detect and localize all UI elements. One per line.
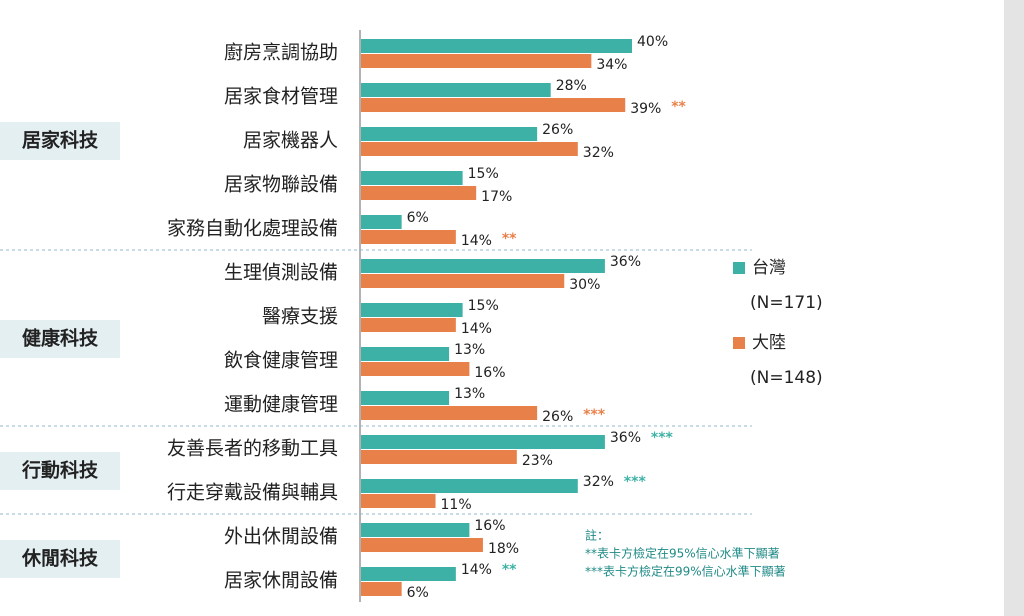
value-label: 23%: [522, 453, 553, 469]
legend-sample: (N=171): [750, 293, 823, 313]
significance-mark: **: [502, 562, 517, 578]
bar: [361, 318, 456, 332]
category-label: 家務自動化處理設備: [167, 218, 338, 240]
value-label: 17%: [481, 189, 512, 205]
bar: [361, 259, 605, 273]
category-label: 廚房烹調協助: [224, 41, 338, 64]
value-label: 13%: [454, 386, 485, 402]
bar: [361, 523, 470, 537]
value-label: 39%: [630, 101, 661, 117]
bar: [361, 582, 402, 596]
bar: [361, 567, 456, 581]
value-label: 14%: [461, 562, 492, 578]
group-box: [0, 540, 120, 578]
value-label: 32%: [583, 474, 614, 490]
bar: [361, 435, 605, 449]
bar: [361, 406, 538, 420]
legend-swatch: [733, 337, 745, 349]
right-edge: [1004, 0, 1024, 616]
bar: [361, 274, 565, 288]
value-label: 28%: [556, 78, 587, 94]
value-label: 26%: [542, 122, 573, 138]
bar: [361, 230, 456, 244]
category-label: 飲食健康管理: [224, 350, 338, 372]
bar: [361, 98, 626, 112]
value-label: 36%: [610, 430, 641, 446]
value-label: 13%: [454, 342, 485, 358]
group-box: [0, 452, 120, 490]
value-label: 36%: [610, 254, 641, 270]
group-label: 行動科技: [21, 459, 99, 482]
category-label: 居家物聯設備: [224, 174, 338, 196]
value-label: 32%: [583, 145, 614, 161]
value-label: 18%: [488, 541, 519, 557]
significance-mark: ***: [624, 474, 647, 490]
legend-swatch: [733, 262, 745, 274]
bar: [361, 538, 483, 552]
significance-mark: **: [671, 99, 686, 115]
bar: [361, 54, 592, 68]
group-box: [0, 122, 120, 160]
value-label: 15%: [468, 298, 499, 314]
category-label: 生理偵測設備: [224, 262, 338, 284]
bar: [361, 362, 470, 376]
legend-label: 台灣: [752, 258, 786, 278]
group-label: 休閒科技: [21, 547, 99, 570]
value-label: 14%: [461, 233, 492, 249]
value-label: 14%: [461, 321, 492, 337]
bar: [361, 450, 517, 464]
value-label: 16%: [474, 518, 505, 534]
bar: [361, 303, 463, 317]
legend-sample: (N=148): [750, 368, 823, 388]
legend-label: 大陸: [752, 333, 786, 353]
bar: [361, 479, 578, 493]
value-label: 26%: [542, 409, 573, 425]
note: **表卡方檢定在95%信心水準下顯著: [585, 546, 780, 561]
category-label: 醫療支援: [262, 306, 338, 328]
group-label: 居家科技: [22, 129, 99, 152]
value-label: 16%: [474, 365, 505, 381]
significance-mark: **: [502, 231, 517, 247]
bar: [361, 142, 578, 156]
bar: [361, 215, 402, 229]
bar: [361, 186, 477, 200]
significance-mark: ***: [583, 407, 606, 423]
category-label: 居家機器人: [243, 130, 338, 152]
bar: [361, 347, 450, 361]
category-label: 運動健康管理: [224, 394, 338, 416]
value-label: 30%: [569, 277, 600, 293]
significance-mark: ***: [651, 430, 674, 446]
category-label: 外出休閒設備: [224, 526, 338, 548]
category-label: 友善長者的移動工具: [167, 438, 338, 460]
bar: [361, 391, 450, 405]
note: ***表卡方檢定在99%信心水準下顯著: [585, 564, 786, 579]
bar: [361, 127, 538, 141]
value-label: 15%: [468, 166, 499, 182]
value-label: 34%: [596, 57, 627, 73]
value-label: 6%: [407, 210, 429, 226]
value-label: 11%: [441, 497, 472, 513]
value-label: 6%: [407, 585, 429, 601]
group-box: [0, 320, 120, 358]
bar: [361, 494, 436, 508]
category-label: 居家休閒設備: [224, 570, 338, 592]
bar: [361, 171, 463, 185]
category-label: 居家食材管理: [224, 86, 338, 108]
group-label: 健康科技: [22, 327, 99, 350]
category-label: 行走穿戴設備與輔具: [167, 482, 338, 504]
bar: [361, 83, 551, 97]
bar: [361, 39, 632, 53]
value-label: 40%: [637, 34, 668, 50]
note: 註：: [585, 529, 609, 543]
